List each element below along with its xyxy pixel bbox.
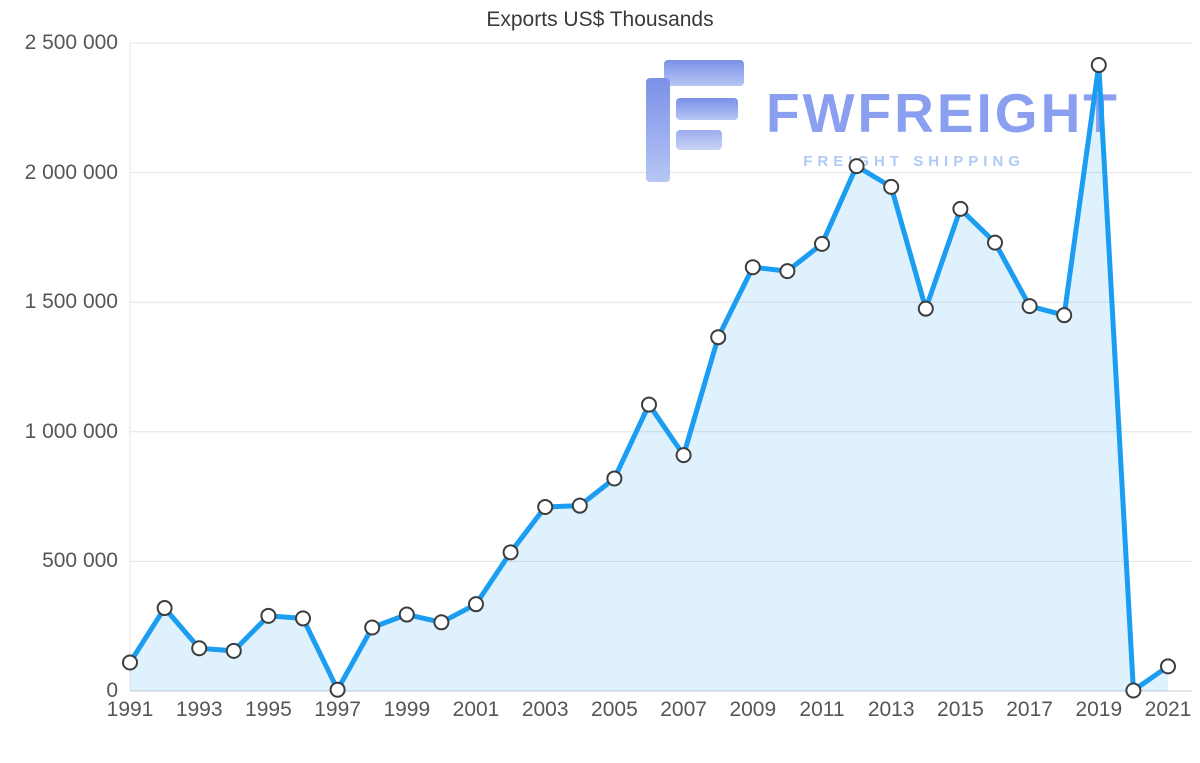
x-axis-tick-label: 2021 [1144, 698, 1192, 721]
x-axis-tick-label: 1995 [245, 698, 292, 721]
x-axis-tick-label: 2001 [452, 698, 500, 721]
y-axis-tick-label: 500 000 [42, 549, 118, 573]
x-axis-tick-label: 1997 [314, 698, 361, 721]
x-axis-tick-label: 2005 [591, 698, 638, 721]
y-axis-tick-label: 1 000 000 [24, 419, 118, 443]
x-axis-tick-label: 2017 [1006, 698, 1053, 721]
chart-title: Exports US$ Thousands [486, 8, 714, 31]
x-axis-tick-label: 1999 [383, 698, 431, 721]
fwfreight-logo-icon [646, 60, 744, 182]
watermark: FWFREIGHT FREIGHT SHIPPING [646, 60, 1120, 185]
watermark-text: FWFREIGHT FREIGHT SHIPPING [746, 60, 1120, 171]
x-axis-tick-label: 2007 [660, 698, 707, 721]
brand-tagline: FREIGHT SHIPPING [803, 153, 1025, 170]
y-axis-tick-label: 2 000 000 [24, 160, 118, 184]
x-axis-tick-label: 2003 [521, 698, 569, 721]
x-axis-tick-label: 2019 [1075, 698, 1123, 721]
x-axis-tick-label: 2011 [799, 698, 845, 721]
x-axis-tick-label: 2009 [729, 698, 777, 721]
x-axis-tick-label: 1991 [106, 698, 154, 721]
x-axis-tick-label: 2015 [937, 698, 984, 721]
y-axis-tick-label: 1 500 000 [24, 290, 118, 314]
x-axis-tick-label: 1993 [175, 698, 223, 721]
y-axis-tick-label: 0 [106, 679, 118, 702]
brand-name: FWFREIGHT [766, 82, 1120, 144]
x-axis-tick-label: 2013 [867, 698, 915, 721]
y-axis-tick-label: 2 500 000 [24, 31, 118, 54]
